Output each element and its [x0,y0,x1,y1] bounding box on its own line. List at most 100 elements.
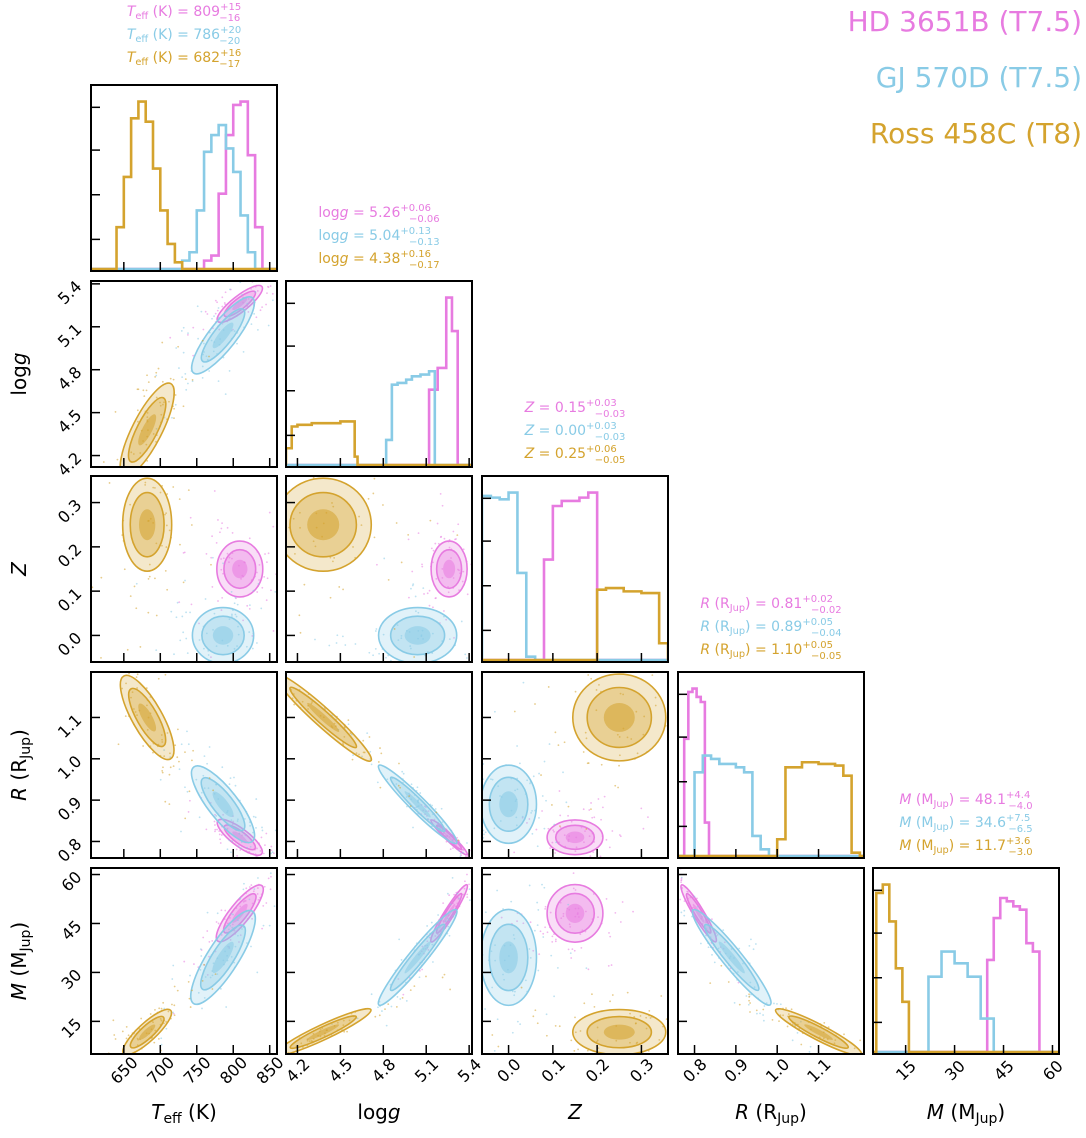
sample-point [373,477,376,480]
sample-point [486,861,488,863]
sample-point [127,1034,130,1037]
sample-point [355,752,358,755]
sample-point [248,537,251,540]
sample-point [224,291,227,294]
sample-point [250,323,253,326]
sample-point [574,1016,576,1019]
sample-point [314,545,317,548]
sample-point [522,922,525,925]
x-tick-label-M: 15 [892,1056,920,1084]
sample-point [484,911,487,914]
summary-lower-error: −20 [219,36,240,47]
sample-point [133,708,135,710]
sample-point [236,278,238,280]
sample-point [102,461,105,463]
sample-point [632,861,634,863]
sample-point [651,674,654,677]
label-part: = 0.81 [751,596,803,612]
x-tick-label-teff: 750 [180,1053,215,1088]
label-part: g [7,352,31,365]
sample-point [221,322,224,325]
sample-point [270,589,272,592]
sample-point [343,726,346,729]
sample-point [532,1015,535,1018]
sample-point [206,358,209,361]
sample-point [100,576,103,579]
sample-point [372,492,375,495]
sample-point [239,934,242,937]
sample-point [483,833,485,836]
y-tick-label-logg: 4.2 [54,448,85,479]
sample-point [745,995,748,997]
sample-point [344,644,347,646]
summary-upper-error: +0.03 [586,398,617,409]
sample-point [555,841,558,844]
sample-point [310,702,313,705]
sample-point [776,1003,778,1005]
sample-point [219,838,221,841]
sample-point [730,948,733,950]
sample-point [308,1040,311,1043]
sample-point [671,587,673,589]
sample-point [711,918,713,920]
sample-point [657,1114,659,1116]
sample-point [193,963,195,965]
sample-point [258,579,260,581]
sample-point [866,1053,868,1055]
sample-point [274,590,277,593]
sample-point [787,1013,790,1015]
sample-point [187,743,190,746]
sample-point [186,730,188,733]
sample-point [563,741,566,744]
sample-point [609,1000,611,1003]
sample-point [499,795,501,797]
sample-point [217,922,220,925]
sample-point [618,736,621,738]
sample-point [203,963,206,966]
sample-point [205,632,208,635]
sample-point [179,639,182,642]
sample-point [432,561,434,564]
sample-point [428,936,431,939]
sample-point [479,593,481,595]
sample-point [430,547,433,550]
sample-point [534,886,536,888]
sample-point [201,376,204,379]
sample-point [254,543,256,545]
sample-point [673,904,675,906]
x-tick-label-Z: 0.2 [582,1055,613,1086]
sample-point [155,649,158,652]
sample-point [236,820,239,822]
sample-point [476,559,478,561]
sample-point [545,799,547,802]
contours-ross458c [286,973,452,1054]
label-part: Z [524,423,535,439]
sample-point [187,811,190,813]
sample-point [621,901,624,903]
sample-point [225,1006,228,1008]
sample-point [264,844,266,847]
contours-hd3651b [397,861,488,996]
sample-point [240,527,242,529]
sample-point [205,355,208,358]
sample-point [155,396,158,399]
summary-R-ross458c: R (RJup) = 1.10+0.05 −0.05 [700,640,841,662]
sample-point [511,1031,514,1034]
sample-point [432,961,434,963]
sample-point [664,851,666,853]
sample-point [176,728,179,731]
sample-point [670,881,672,883]
sample-point [352,546,354,548]
sample-point [135,364,137,366]
sample-point [261,666,263,668]
sample-point [571,859,573,861]
sample-point [160,1007,163,1010]
sample-point [551,804,553,806]
sample-point [256,887,259,889]
sample-point [208,777,211,779]
sample-point [176,601,179,604]
sample-point [445,920,447,922]
contours-ross458c [117,672,215,820]
sample-point [539,930,542,933]
sample-point [673,874,675,876]
